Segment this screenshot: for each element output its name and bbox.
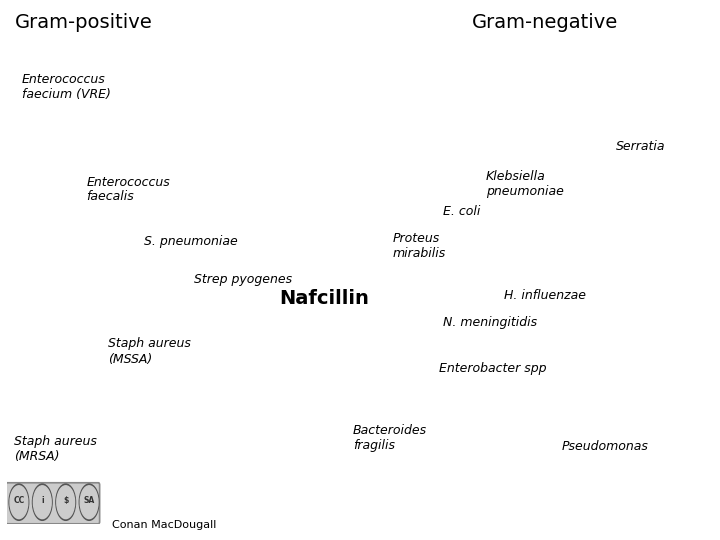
Text: Strep pyogenes: Strep pyogenes <box>194 273 292 286</box>
Text: Pseudomonas: Pseudomonas <box>562 440 649 453</box>
Circle shape <box>56 484 76 521</box>
Text: Klebsiella
pneumoniae: Klebsiella pneumoniae <box>486 170 564 198</box>
Text: Staph aureus
(MSSA): Staph aureus (MSSA) <box>108 338 191 366</box>
Circle shape <box>80 486 98 518</box>
Text: Nafcillin: Nafcillin <box>279 288 369 308</box>
Text: Gram-positive: Gram-positive <box>14 14 152 32</box>
Circle shape <box>57 486 75 518</box>
Text: Bacteroides
fragilis: Bacteroides fragilis <box>353 424 427 452</box>
Text: $: $ <box>63 496 68 504</box>
Text: Staph aureus
(MRSA): Staph aureus (MRSA) <box>14 435 97 463</box>
Text: Proteus
mirabilis: Proteus mirabilis <box>392 232 446 260</box>
Circle shape <box>79 484 99 521</box>
Circle shape <box>10 486 28 518</box>
Text: Conan MacDougall: Conan MacDougall <box>112 520 216 530</box>
Text: i: i <box>41 496 44 504</box>
Text: S. pneumoniae: S. pneumoniae <box>144 235 238 248</box>
Text: Enterococcus
faecium (VRE): Enterococcus faecium (VRE) <box>22 73 110 101</box>
Text: SA: SA <box>84 496 95 504</box>
Text: N. meningitidis: N. meningitidis <box>443 316 537 329</box>
Text: Gram-negative: Gram-negative <box>472 14 618 32</box>
Text: H. influenzae: H. influenzae <box>504 289 586 302</box>
Text: Enterobacter spp: Enterobacter spp <box>439 362 546 375</box>
FancyBboxPatch shape <box>6 483 99 524</box>
Text: Enterococcus
faecalis: Enterococcus faecalis <box>86 176 170 204</box>
Text: E. coli: E. coli <box>443 205 480 218</box>
Text: Serratia: Serratia <box>616 140 665 153</box>
Text: CC: CC <box>13 496 24 504</box>
Circle shape <box>32 484 52 521</box>
Circle shape <box>33 486 51 518</box>
Circle shape <box>9 484 29 521</box>
